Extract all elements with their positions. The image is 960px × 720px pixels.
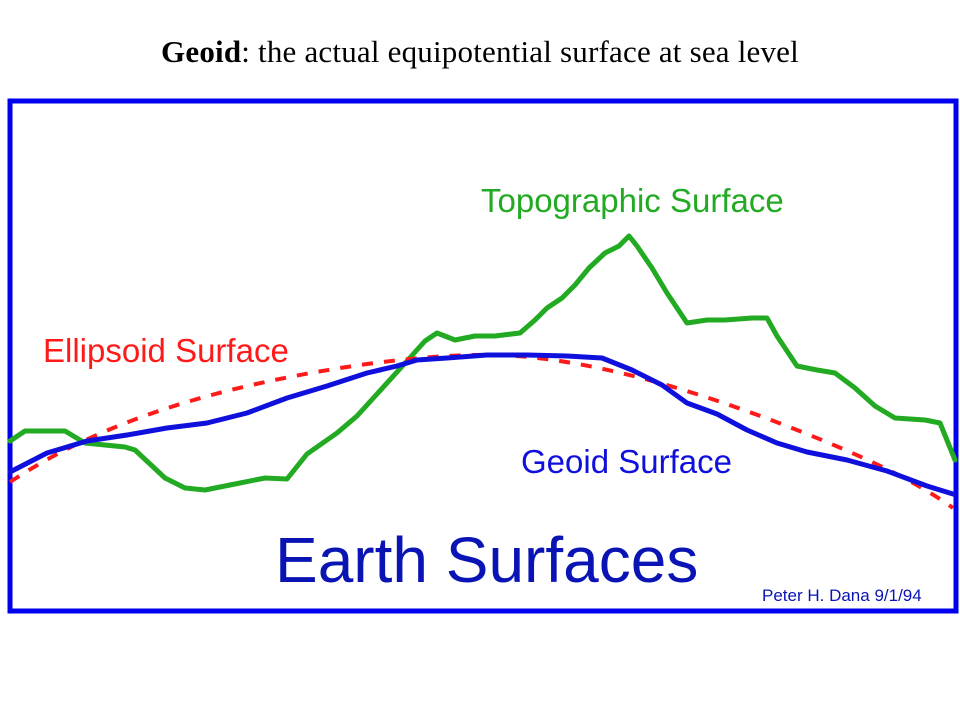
earth-surfaces-heading: Earth Surfaces — [275, 524, 698, 596]
ellipsoid-surface-label: Ellipsoid Surface — [43, 332, 289, 369]
earth-surfaces-figure: Topographic Surface Ellipsoid Surface Ge… — [7, 98, 959, 614]
geoid-surface-label: Geoid Surface — [521, 443, 732, 480]
slide-title: Geoid: the actual equipotential surface … — [0, 34, 960, 70]
geoid-surface-curve — [7, 352, 956, 497]
slide-title-rest: : the actual equipotential surface at se… — [241, 34, 799, 69]
figure-credit: Peter H. Dana 9/1/94 — [762, 586, 922, 605]
topographic-surface-label: Topographic Surface — [481, 182, 784, 219]
topographic-surface-curve — [7, 233, 958, 493]
slide-title-term: Geoid — [161, 34, 242, 69]
